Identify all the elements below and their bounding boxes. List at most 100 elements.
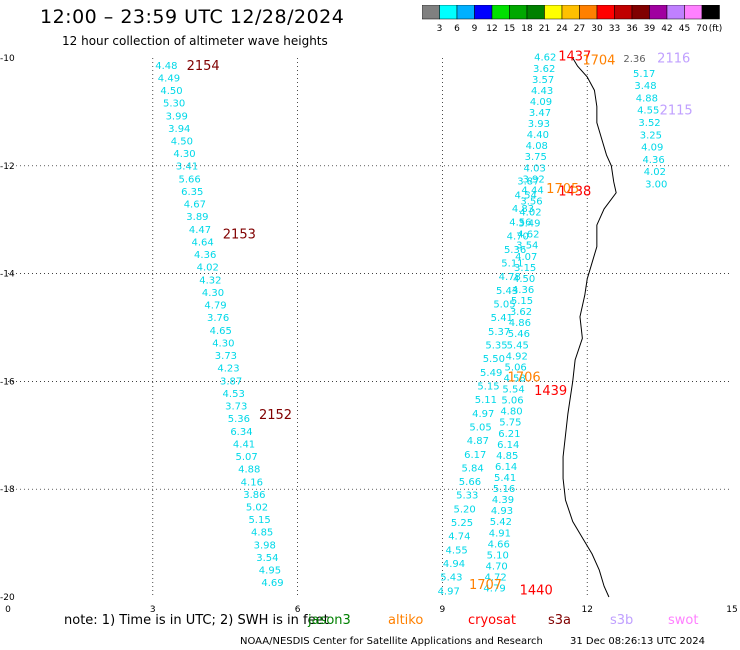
swh-value-label: 5.35 [485, 341, 507, 352]
swh-value-label: 4.62 [517, 230, 539, 241]
swh-value-label: 5.49 [480, 368, 502, 379]
swh-value-label: 4.30 [173, 149, 195, 160]
swh-value-label: 4.58 [503, 373, 525, 384]
swh-value-label: 4.85 [251, 528, 273, 539]
swh-value-label: 5.41 [494, 473, 516, 484]
swh-value-label: 3.94 [168, 124, 190, 135]
swh-value-label: 4.56 [509, 218, 531, 229]
swh-value-label: 5.16 [493, 484, 515, 495]
swh-value-label: 5.84 [461, 463, 483, 474]
swh-value-label: 3.87 [220, 376, 242, 387]
legend-tick-label: 36 [626, 24, 638, 34]
swh-value-label: 4.16 [241, 477, 263, 488]
swh-value-label: 4.66 [488, 539, 510, 550]
legend-tick-label: 33 [609, 24, 620, 34]
swh-value-label: 3.25 [640, 130, 662, 141]
swh-value-label: 4.78 [499, 272, 521, 283]
swh-value-label: 5.02 [246, 502, 268, 513]
swh-value-label: 5.11 [475, 395, 497, 406]
swh-value-label: 5.37 [488, 327, 510, 338]
swh-value-label: 3.56 [520, 196, 542, 207]
swh-value-label: 3.93 [528, 119, 550, 130]
swh-value-label: 2.36 [623, 54, 645, 65]
swh-value-label: 6.17 [464, 450, 486, 461]
x-tick-label: 12 [581, 605, 592, 612]
swh-value-label: 4.88 [636, 93, 658, 104]
swh-value-label: 4.69 [261, 578, 283, 589]
y-tick-label: -20 [0, 593, 15, 603]
swh-value-label: 4.41 [233, 439, 255, 450]
track-id-label: 2115 [660, 104, 693, 119]
color-legend: 3 6 9 12 15 18 21 24 27 30 33 36 39 42 45 70 (ft) [422, 5, 722, 34]
swh-value-label: 5.07 [236, 452, 258, 463]
legend-swatch [701, 5, 720, 20]
swh-value-label: 4.43 [531, 86, 553, 97]
swh-value-label: 3.98 [254, 540, 276, 551]
x-tick-label: 9 [440, 605, 446, 612]
swh-value-label: 5.15 [248, 515, 270, 526]
credit-line: NOAA/NESDIS Center for Satellite Applica… [240, 636, 543, 647]
track-id-label: 1438 [558, 184, 591, 199]
swh-value-label: 4.85 [496, 451, 518, 462]
y-tick-label: -10 [0, 54, 15, 64]
swh-value-label: 3.86 [243, 490, 265, 501]
page-title: 12:00 – 23:59 UTC 12/28/2024 [40, 6, 345, 28]
swh-value-label: 6.34 [230, 427, 252, 438]
x-tick-label: 6 [295, 605, 301, 612]
y-tick-label: -12 [0, 162, 15, 172]
swh-value-label: 5.10 [487, 550, 509, 561]
track-id-label: 1439 [534, 384, 567, 399]
swh-value-label: 5.42 [490, 517, 512, 528]
swh-value-label: 5.33 [456, 491, 478, 502]
swh-value-label: 3.76 [207, 313, 229, 324]
swh-value-label: 3.92 [522, 174, 544, 185]
mission-label-cryosat: cryosat [468, 613, 516, 628]
track-id-label: 2154 [187, 59, 220, 74]
legend-tick-label: 3 [437, 24, 443, 34]
swh-value-label: 4.08 [526, 141, 548, 152]
swh-value-label: 4.70 [507, 231, 529, 242]
swh-value-label: 4.97 [438, 586, 460, 597]
swh-value-label: 5.46 [508, 329, 530, 340]
legend-tick-label: 70 [696, 24, 708, 34]
swh-value-label: 4.09 [530, 97, 552, 108]
swh-value-label: 5.25 [451, 518, 473, 529]
swh-value-label: 4.94 [443, 559, 465, 570]
swh-value-label: 4.53 [223, 389, 245, 400]
swh-value-label: 4.30 [212, 338, 234, 349]
swh-value-label: 4.64 [191, 237, 213, 248]
swh-value-label: 3.48 [634, 81, 656, 92]
swh-value-label: 4.02 [644, 167, 666, 178]
swh-value-label: 4.40 [527, 130, 549, 141]
swh-value-label: 4.36 [642, 155, 664, 166]
swh-value-label: 4.65 [210, 326, 232, 337]
swh-value-label: 4.09 [641, 143, 663, 154]
swh-value-label: 4.62 [534, 53, 556, 64]
swh-value-label: 3.62 [510, 307, 532, 318]
swh-value-label: 4.48 [155, 61, 177, 72]
track-id-label: 1440 [520, 583, 553, 598]
swh-value-label: 4.02 [519, 208, 541, 219]
legend-tick-label: 39 [644, 24, 656, 34]
swh-value-label: 4.72 [484, 573, 506, 584]
swh-value-label: 5.11 [501, 259, 523, 270]
swh-value-label: 5.06 [501, 396, 523, 407]
swh-value-label: 5.66 [459, 477, 481, 488]
mission-label-jason3: jason3 [308, 613, 351, 628]
legend-tick-label: 21 [539, 24, 550, 34]
track-id-label: 1705 [546, 182, 579, 197]
swh-value-label: 4.23 [217, 364, 239, 375]
swh-value-label: 4.47 [189, 225, 211, 236]
swh-value-label: 6.14 [495, 462, 517, 473]
legend-tick-label: 45 [679, 24, 690, 34]
y-tick-label: -16 [0, 377, 15, 387]
page-subtitle: 12 hour collection of altimeter wave hei… [62, 34, 328, 48]
track-id-label: 1437 [558, 50, 591, 65]
legend-tick-label: 30 [591, 24, 603, 34]
legend-tick-label: 12 [486, 24, 497, 34]
swh-value-label: 4.55 [637, 106, 659, 117]
swh-value-label: 5.17 [633, 69, 655, 80]
swh-value-label: 4.86 [509, 318, 531, 329]
x-tick-label: 0 [5, 605, 11, 612]
swh-value-label: 4.91 [489, 528, 511, 539]
